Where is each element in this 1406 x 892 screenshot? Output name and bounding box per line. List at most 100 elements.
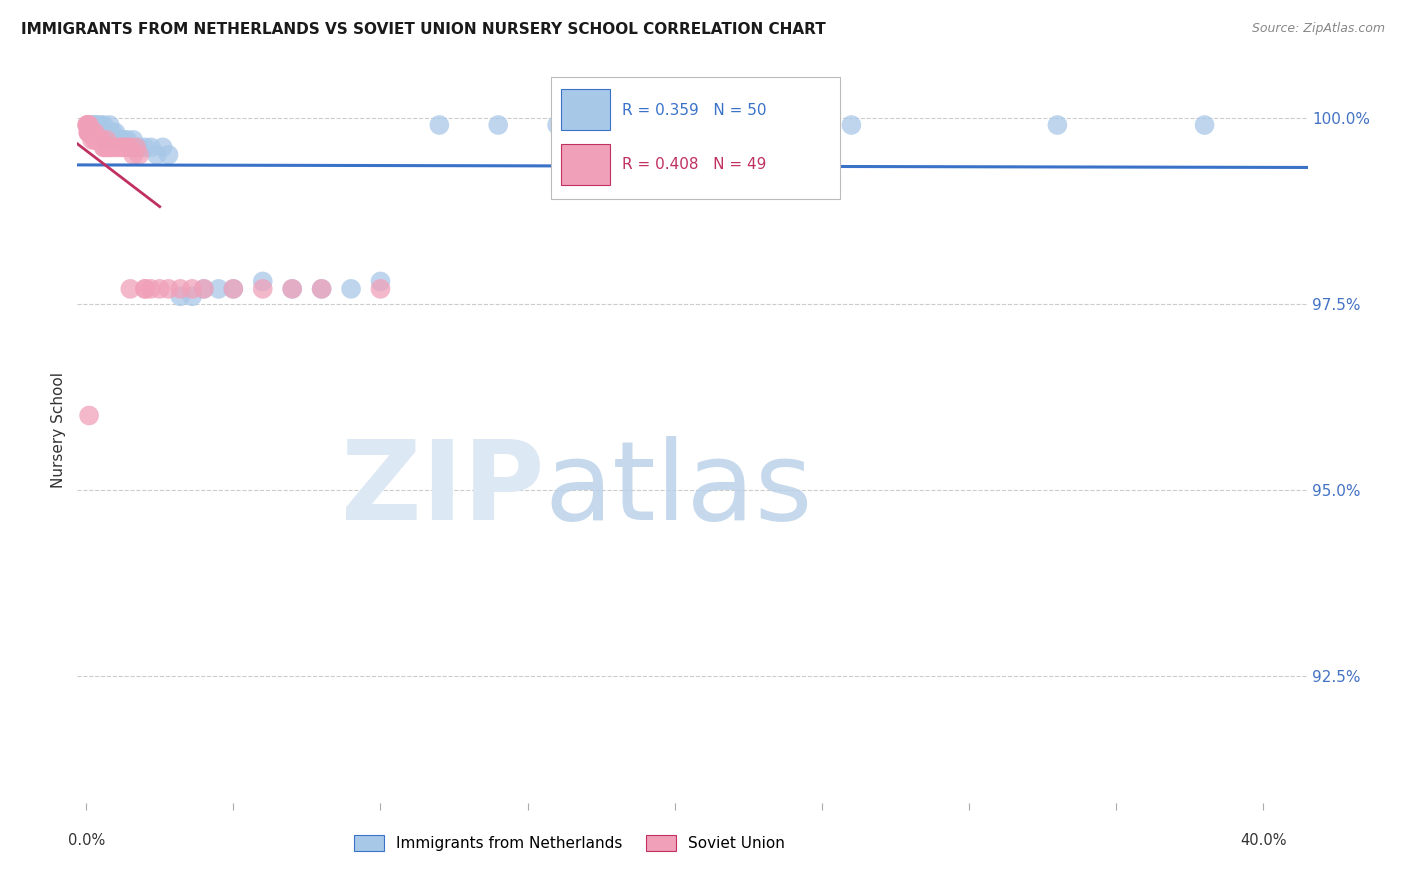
Point (87, 133, 110, 147)
Point (101, 140, 124, 154)
Point (122, 148, 145, 162)
Point (117, 133, 139, 147)
Point (152, 140, 174, 154)
Point (252, 282, 274, 296)
Text: IMMIGRANTS FROM NETHERLANDS VS SOVIET UNION NURSERY SCHOOL CORRELATION CHART: IMMIGRANTS FROM NETHERLANDS VS SOVIET UN… (21, 22, 825, 37)
Point (112, 140, 135, 154)
Point (96, 133, 118, 147)
Point (107, 133, 129, 147)
Point (169, 282, 191, 296)
Point (311, 282, 333, 296)
Point (80, 126, 103, 140)
Point (546, 118, 568, 132)
Point (87, 126, 110, 140)
Point (149, 282, 172, 296)
Point (841, 118, 863, 132)
Point (128, 148, 150, 162)
Point (112, 133, 135, 147)
Point (122, 133, 145, 147)
Point (80, 133, 103, 147)
Point (181, 282, 204, 296)
Point (139, 282, 162, 296)
Point (1194, 118, 1216, 132)
Point (107, 140, 129, 154)
Text: R = 0.408   N = 49: R = 0.408 N = 49 (623, 157, 766, 172)
Point (157, 148, 180, 162)
Point (139, 140, 162, 154)
Point (281, 282, 304, 296)
Point (120, 282, 142, 296)
Point (1046, 118, 1069, 132)
Text: 40.0%: 40.0% (1240, 832, 1286, 847)
Point (76, 118, 98, 132)
Point (193, 282, 215, 296)
Point (128, 140, 150, 154)
Text: R = 0.359   N = 50: R = 0.359 N = 50 (623, 103, 766, 118)
Legend: Immigrants from Netherlands, Soviet Union: Immigrants from Netherlands, Soviet Unio… (353, 835, 786, 851)
Point (98, 118, 121, 132)
Point (281, 282, 304, 296)
Point (84, 133, 107, 147)
Text: 0.0%: 0.0% (67, 832, 105, 847)
Point (134, 140, 156, 154)
Point (146, 148, 169, 162)
Point (134, 282, 156, 296)
Point (76, 118, 98, 132)
Point (486, 118, 509, 132)
Point (84, 126, 107, 140)
Point (181, 289, 204, 303)
Point (104, 140, 127, 154)
Point (427, 118, 450, 132)
Point (98, 140, 121, 154)
Y-axis label: Nursery School: Nursery School (51, 372, 66, 489)
Point (110, 133, 132, 147)
Text: ZIP: ZIP (342, 436, 546, 543)
Point (110, 140, 132, 154)
Point (169, 289, 191, 303)
Point (90, 126, 112, 140)
Point (77, 126, 100, 140)
Text: Source: ZipAtlas.com: Source: ZipAtlas.com (1251, 22, 1385, 36)
Point (101, 126, 124, 140)
Point (93, 118, 115, 132)
Point (87, 133, 110, 147)
Point (93, 126, 115, 140)
Point (664, 118, 686, 132)
FancyBboxPatch shape (551, 77, 841, 200)
Point (90, 133, 112, 147)
Point (76, 118, 98, 132)
Point (77, 126, 100, 140)
Point (370, 282, 392, 296)
Point (120, 140, 142, 154)
Point (193, 282, 215, 296)
Point (120, 140, 142, 154)
Point (104, 133, 127, 147)
Point (77, 118, 100, 132)
Point (77, 118, 100, 132)
Point (80, 118, 103, 132)
Point (222, 282, 245, 296)
Point (84, 118, 107, 132)
FancyBboxPatch shape (561, 89, 610, 130)
Point (98, 126, 121, 140)
Point (93, 140, 115, 154)
Point (98, 140, 121, 154)
FancyBboxPatch shape (561, 144, 610, 185)
Point (77, 409, 100, 423)
Point (80, 126, 103, 140)
Point (77, 126, 100, 140)
Point (340, 282, 363, 296)
Text: atlas: atlas (546, 436, 813, 543)
Point (125, 140, 148, 154)
Point (84, 133, 107, 147)
Point (117, 140, 139, 154)
Point (134, 282, 156, 296)
Point (77, 126, 100, 140)
Point (77, 126, 100, 140)
Point (90, 133, 112, 147)
Point (80, 126, 103, 140)
Point (93, 140, 115, 154)
Point (222, 282, 245, 296)
Point (77, 118, 100, 132)
Point (104, 126, 127, 140)
